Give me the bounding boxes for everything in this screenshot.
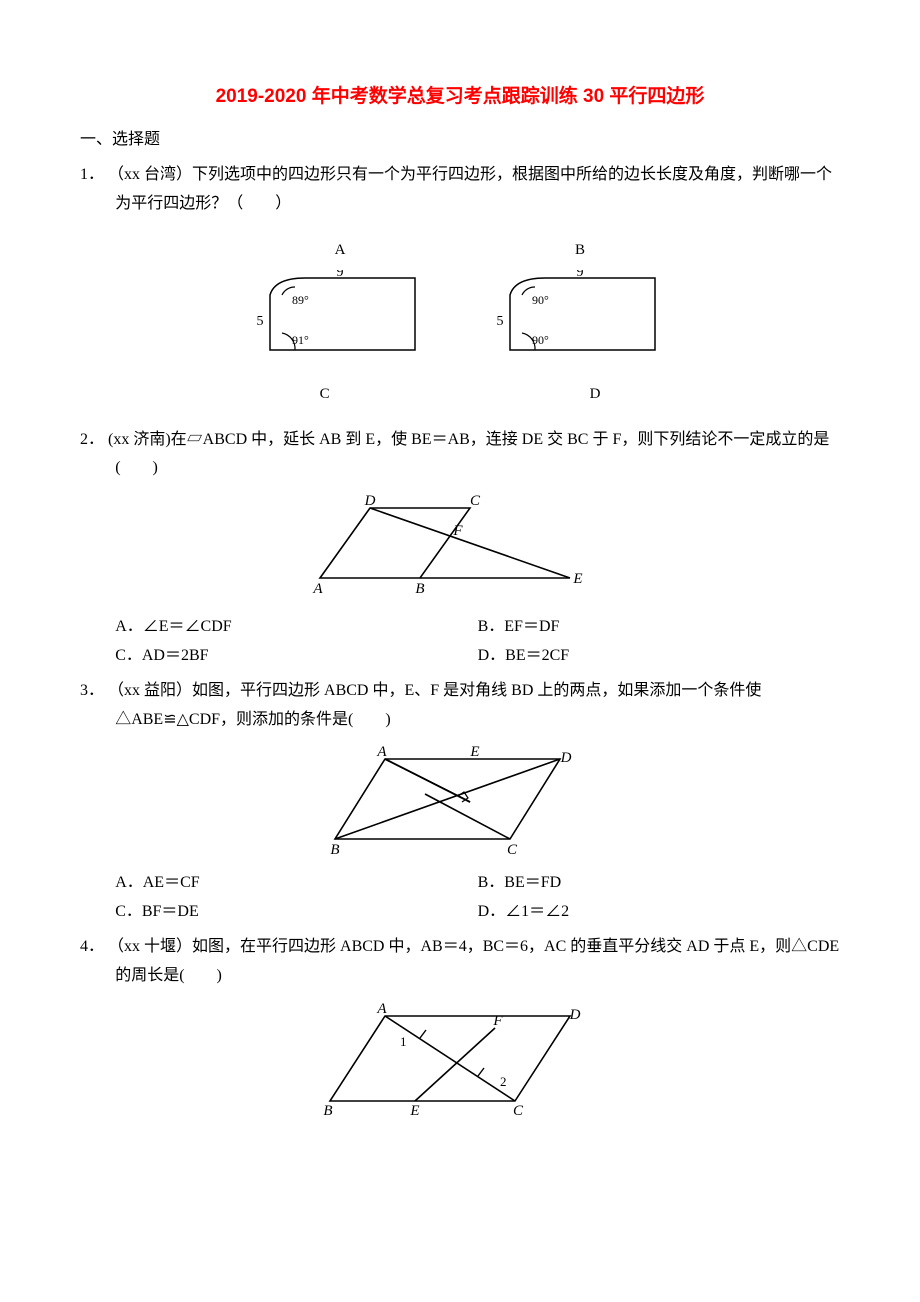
q2-optA: A．∠E＝∠CDF bbox=[115, 613, 477, 642]
q2-optC: C．AD＝2BF bbox=[115, 642, 477, 671]
q4-label-E: E bbox=[409, 1103, 419, 1119]
q1-figB-left: 5 bbox=[497, 314, 504, 329]
q4-text: （xx 十堰）如图，在平行四边形 ABCD 中，AB＝4，BC＝6，AC 的垂直… bbox=[108, 938, 839, 984]
q2-optB: B．EF＝DF bbox=[478, 613, 840, 642]
q2-figure: D C A B E F bbox=[80, 493, 840, 603]
q1-figA-ang2: 91° bbox=[292, 333, 309, 347]
q2-number: 2． bbox=[80, 431, 104, 448]
page-title: 2019-2020 年中考数学总复习考点跟踪训练 30 平行四边形 bbox=[80, 80, 840, 114]
question-4: 4． （xx 十堰）如图，在平行四边形 ABCD 中，AB＝4，BC＝6，AC … bbox=[80, 933, 840, 1121]
q3-label-D: D bbox=[560, 750, 572, 766]
q1-figure-row-1: A 9 5 89° 91° B 9 5 bbox=[80, 237, 840, 365]
q2-options: A．∠E＝∠CDF B．EF＝DF C．AD＝2BF D．BE＝2CF bbox=[80, 613, 840, 671]
q2-label-C: C bbox=[470, 493, 481, 509]
q1-text-wrap: 1． （xx 台湾）下列选项中的四边形只有一个为平行四边形，根据图中所给的边长长… bbox=[80, 161, 840, 219]
q2-label-E: E bbox=[572, 571, 582, 587]
q3-number: 3． bbox=[80, 682, 104, 699]
q3-label-C: C bbox=[507, 842, 518, 858]
q4-text-wrap: 4． （xx 十堰）如图，在平行四边形 ABCD 中，AB＝4，BC＝6，AC … bbox=[80, 933, 840, 991]
q2-text: (xx 济南)在▱ABCD 中，延长 AB 到 E，使 BE＝AB，连接 DE … bbox=[108, 431, 829, 477]
q4-label-C: C bbox=[513, 1103, 524, 1119]
q3-label-E: E bbox=[469, 744, 479, 760]
q1-figB-ang2: 90° bbox=[532, 333, 549, 347]
q2-label-D: D bbox=[364, 493, 376, 509]
q1-figure-row-2: C D bbox=[80, 377, 840, 408]
q2-text-wrap: 2． (xx 济南)在▱ABCD 中，延长 AB 到 E，使 BE＝AB，连接 … bbox=[80, 426, 840, 484]
q3-label-A: A bbox=[376, 744, 387, 760]
q1-figB-svg: 9 5 90° 90° bbox=[490, 270, 670, 365]
q1-figD-label: D bbox=[590, 381, 601, 408]
q4-label-A: A bbox=[376, 1001, 387, 1017]
q1-figB: B 9 5 90° 90° bbox=[490, 237, 670, 365]
q1-figC-label: C bbox=[320, 381, 330, 408]
q4-label-2: 2 bbox=[500, 1074, 507, 1089]
q1-figA-top: 9 bbox=[337, 270, 344, 280]
q4-label-1: 1 bbox=[400, 1034, 407, 1049]
q2-svg: D C A B E F bbox=[310, 493, 610, 603]
q4-label-B: B bbox=[323, 1103, 332, 1119]
page: 2019-2020 年中考数学总复习考点跟踪训练 30 平行四边形 一、选择题 … bbox=[0, 0, 920, 1171]
q1-number: 1． bbox=[80, 166, 104, 183]
q3-optA: A．AE＝CF bbox=[115, 869, 477, 898]
q4-label-D: D bbox=[569, 1007, 581, 1023]
q4-label-F: F bbox=[492, 1013, 503, 1029]
q2-label-A: A bbox=[312, 581, 323, 597]
question-3: 3． （xx 益阳）如图，平行四边形 ABCD 中，E、F 是对角线 BD 上的… bbox=[80, 677, 840, 927]
question-1: 1． （xx 台湾）下列选项中的四边形只有一个为平行四边形，根据图中所给的边长长… bbox=[80, 161, 840, 408]
q3-text-wrap: 3． （xx 益阳）如图，平行四边形 ABCD 中，E、F 是对角线 BD 上的… bbox=[80, 677, 840, 735]
q1-figB-ang1: 90° bbox=[532, 293, 549, 307]
q2-optD: D．BE＝2CF bbox=[478, 642, 840, 671]
q2-label-B: B bbox=[415, 581, 424, 597]
q1-figA-ang1: 89° bbox=[292, 293, 309, 307]
q3-optD: D．∠1＝∠2 bbox=[478, 898, 840, 927]
q1-figB-label: B bbox=[490, 237, 670, 264]
q4-figure: 1 2 A D B C E F bbox=[80, 1001, 840, 1121]
q1-figA: A 9 5 89° 91° bbox=[250, 237, 430, 365]
q4-svg: 1 2 A D B C E F bbox=[320, 1001, 600, 1121]
q2-label-F: F bbox=[452, 523, 463, 539]
q3-label-B: B bbox=[330, 842, 339, 858]
q1-figA-svg: 9 5 89° 91° bbox=[250, 270, 430, 365]
section-heading: 一、选择题 bbox=[80, 126, 840, 155]
q3-options: A．AE＝CF B．BE＝FD C．BF＝DE D．∠1＝∠2 bbox=[80, 869, 840, 927]
q3-svg: A E D B C bbox=[330, 744, 590, 859]
question-2: 2． (xx 济南)在▱ABCD 中，延长 AB 到 E，使 BE＝AB，连接 … bbox=[80, 426, 840, 671]
q1-figA-left: 5 bbox=[257, 314, 264, 329]
q3-text: （xx 益阳）如图，平行四边形 ABCD 中，E、F 是对角线 BD 上的两点，… bbox=[108, 682, 761, 728]
q3-optC: C．BF＝DE bbox=[115, 898, 477, 927]
q1-text: （xx 台湾）下列选项中的四边形只有一个为平行四边形，根据图中所给的边长长度及角… bbox=[108, 166, 832, 212]
q3-optB: B．BE＝FD bbox=[478, 869, 840, 898]
q1-figA-label: A bbox=[250, 237, 430, 264]
q3-figure: A E D B C bbox=[80, 744, 840, 859]
q4-number: 4． bbox=[80, 938, 104, 955]
q1-figB-top: 9 bbox=[577, 270, 584, 280]
